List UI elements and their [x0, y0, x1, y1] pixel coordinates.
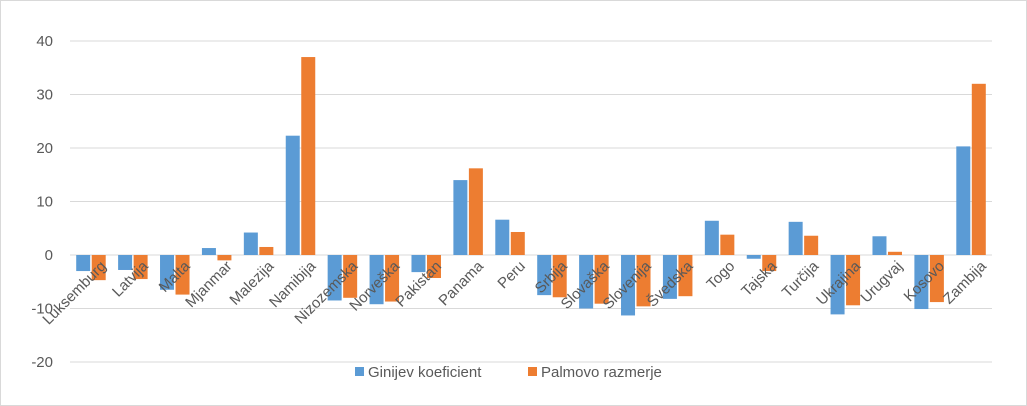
y-tick-label: -20 — [31, 354, 53, 371]
y-tick-label: 20 — [36, 140, 53, 157]
bar-ginijev-koeficient — [746, 255, 761, 259]
bar-palmovo-razmerje — [971, 83, 986, 255]
bar-ginijev-koeficient — [662, 255, 677, 299]
legend-label: Ginijev koeficient — [368, 364, 482, 381]
bar-palmovo-razmerje — [804, 235, 819, 255]
bar-palmovo-razmerje — [426, 255, 441, 279]
bar-palmovo-razmerje — [91, 255, 106, 281]
x-tick-label: Urugvaj — [857, 258, 906, 307]
bar-palmovo-razmerje — [175, 255, 190, 295]
bar-ginijev-koeficient — [160, 255, 175, 290]
bar-palmovo-razmerje — [217, 255, 232, 261]
bar-ginijev-koeficient — [327, 255, 342, 301]
bar-ginijev-koeficient — [621, 255, 636, 316]
bar-ginijev-koeficient — [453, 180, 468, 255]
y-tick-label: 40 — [36, 33, 53, 50]
legend-item: Ginijev koeficient — [355, 364, 482, 381]
legend-swatch — [528, 367, 537, 376]
y-axis-tick-labels: -20 -10 0 10 20 30 40 — [31, 33, 53, 371]
bar-palmovo-razmerje — [343, 255, 358, 298]
y-tick-label: 0 — [45, 247, 53, 264]
bar-layer — [76, 57, 986, 316]
bar-ginijev-koeficient — [704, 220, 719, 255]
bar-palmovo-razmerje — [510, 231, 525, 255]
bar-palmovo-razmerje — [133, 255, 148, 280]
bar-ginijev-koeficient — [369, 255, 384, 305]
bar-ginijev-koeficient — [537, 255, 552, 296]
bar-palmovo-razmerje — [552, 255, 567, 298]
bar-palmovo-razmerje — [846, 255, 861, 306]
x-tick-label: Luksemburg — [39, 258, 109, 328]
y-tick-label: -10 — [31, 301, 53, 318]
bar-ginijev-koeficient — [76, 255, 91, 272]
bar-ginijev-koeficient — [830, 255, 845, 315]
bar-ginijev-koeficient — [118, 255, 133, 270]
legend-item: Palmovo razmerje — [528, 364, 662, 381]
legend: Ginijev koeficient Palmovo razmerje — [355, 364, 662, 381]
bar-ginijev-koeficient — [495, 219, 510, 255]
x-tick-label: Peru — [494, 258, 528, 292]
legend-swatch — [355, 367, 364, 376]
x-tick-label: Mjanmar — [182, 258, 235, 311]
bar-palmovo-razmerje — [385, 255, 400, 302]
bar-ginijev-koeficient — [411, 255, 426, 273]
grid-layer — [70, 40, 992, 363]
bar-ginijev-koeficient — [788, 221, 803, 255]
bar-ginijev-koeficient — [285, 135, 300, 255]
x-tick-label: Panama — [435, 257, 487, 309]
bar-palmovo-razmerje — [594, 255, 609, 304]
bar-palmovo-razmerje — [929, 255, 944, 303]
legend-label: Palmovo razmerje — [541, 364, 662, 381]
bar-ginijev-koeficient — [914, 255, 929, 310]
y-tick-label: 10 — [36, 194, 53, 211]
x-tick-label: Zambija — [940, 257, 990, 307]
bar-ginijev-koeficient — [201, 248, 216, 255]
bar-palmovo-razmerje — [636, 255, 651, 307]
bar-ginijev-koeficient — [872, 236, 887, 255]
bar-palmovo-razmerje — [259, 246, 274, 255]
bar-palmovo-razmerje — [301, 57, 316, 255]
bar-ginijev-koeficient — [579, 255, 594, 309]
bar-palmovo-razmerje — [762, 255, 777, 272]
bar-palmovo-razmerje — [720, 234, 735, 255]
bar-palmovo-razmerje — [887, 251, 902, 255]
bar-palmovo-razmerje — [678, 255, 693, 297]
bar-ginijev-koeficient — [956, 146, 971, 255]
x-tick-label: Togo — [703, 258, 738, 293]
bar-palmovo-razmerje — [468, 168, 483, 255]
bar-ginijev-koeficient — [243, 232, 258, 255]
y-tick-label: 30 — [36, 87, 53, 104]
